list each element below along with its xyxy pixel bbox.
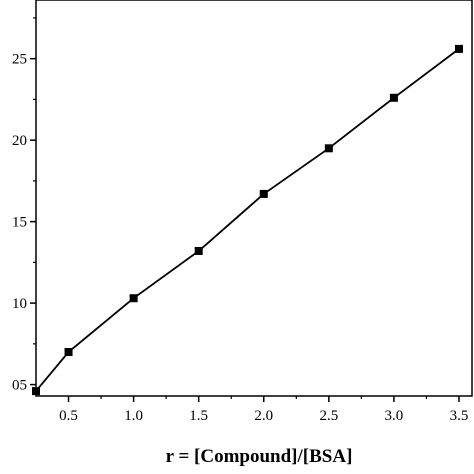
y-tick-label: 15 — [12, 215, 27, 231]
series-layer — [32, 44, 463, 396]
y-tick-label: 25 — [12, 52, 27, 68]
x-axis-title: r = [Compound]/[BSA] — [166, 446, 353, 467]
data-point-marker — [32, 387, 40, 396]
data-point-marker — [389, 93, 398, 102]
data-point-marker — [129, 294, 138, 303]
data-point-marker — [324, 144, 333, 153]
data-point-marker — [64, 348, 73, 356]
data-point-marker — [194, 246, 203, 255]
data-point-marker — [259, 189, 268, 198]
x-tick-label: 2.5 — [319, 408, 338, 424]
x-tick-label: 1.0 — [124, 408, 143, 424]
x-tick-label: 3.5 — [450, 408, 469, 424]
x-tick-label: 3.0 — [385, 408, 404, 424]
y-tick-label: 20 — [12, 133, 27, 149]
x-axis-ticks: 0.5 1.0 1.5 2.0 2.5 3.0 3.5 — [59, 396, 468, 424]
y-tick-label: 05 — [12, 378, 27, 394]
data-point-marker — [454, 44, 463, 53]
x-tick-label: 1.5 — [189, 408, 208, 424]
y-axis-ticks: 05 10 15 20 25 — [12, 17, 36, 394]
series-line — [35, 48, 460, 392]
x-tick-label: 0.5 — [59, 408, 78, 424]
y-tick-label: 10 — [12, 296, 27, 312]
x-tick-label: 2.0 — [254, 408, 273, 424]
plot-frame — [35, 0, 473, 397]
